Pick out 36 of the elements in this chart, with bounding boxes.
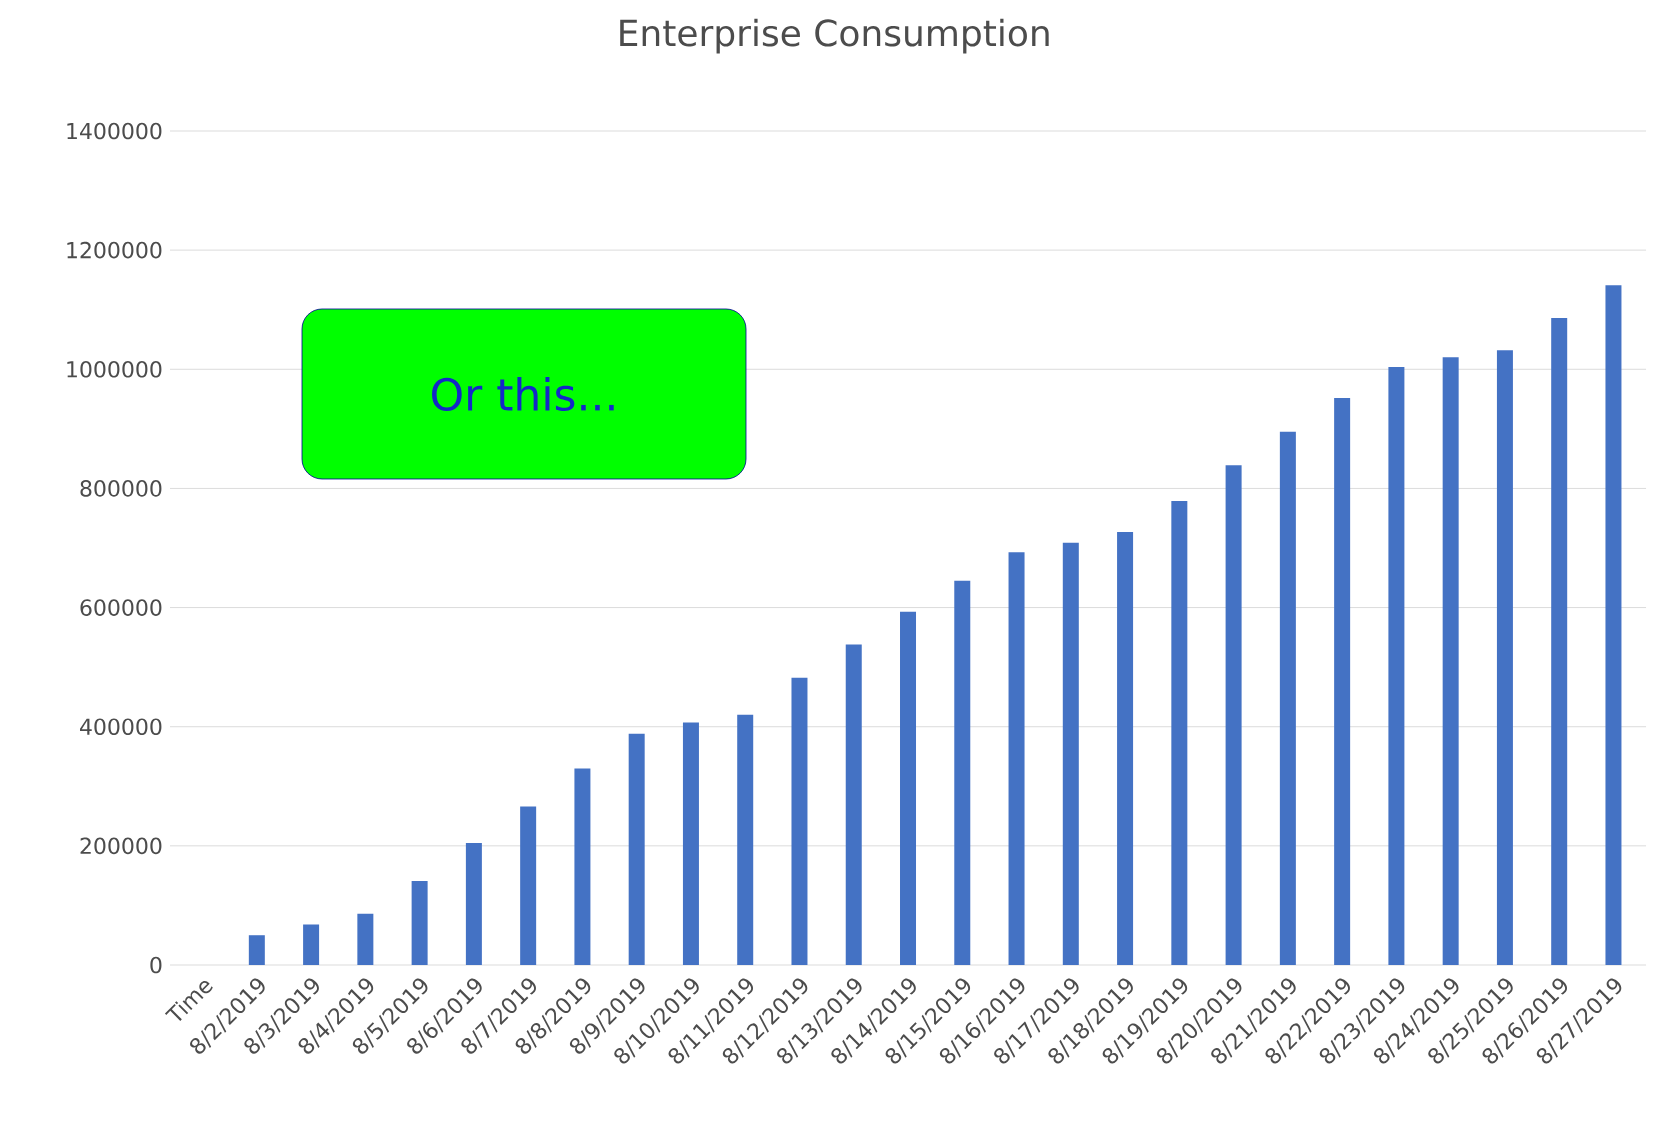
bar: [954, 580, 971, 965]
bar: [682, 722, 699, 965]
y-tick-label: 1200000: [67, 241, 162, 259]
chart-title: Enterprise Consumption: [620, 18, 1049, 54]
bar: [465, 842, 482, 965]
bar: [845, 644, 862, 965]
y-tick-label: 800000: [80, 480, 162, 497]
bar: [1334, 397, 1351, 965]
bar: [1008, 552, 1025, 965]
bar: [1442, 357, 1459, 965]
bar: [357, 913, 374, 965]
bar: [737, 714, 754, 965]
bar: [1062, 542, 1079, 965]
bar: [1605, 285, 1622, 965]
y-tick-label: 600000: [80, 599, 162, 616]
y-tick-label: 1000000: [67, 360, 162, 378]
bar: [574, 768, 591, 965]
y-tick-label: 0: [150, 956, 162, 974]
bar: [520, 806, 537, 965]
annotation: Or this...: [432, 376, 614, 412]
y-tick-label: 400000: [80, 718, 162, 736]
bar: [411, 881, 428, 965]
bar: [1551, 318, 1568, 965]
bar: [303, 924, 320, 965]
bar: [791, 677, 808, 965]
bar: [1496, 350, 1513, 965]
bar: [900, 611, 917, 965]
bar: [1225, 465, 1242, 965]
bar: [628, 733, 645, 965]
y-tick-label: 1400000: [67, 122, 162, 140]
bar: [1388, 366, 1405, 965]
bar: [1171, 500, 1188, 965]
bar: [1117, 531, 1134, 965]
bar: [248, 935, 265, 965]
y-tick-label: 200000: [80, 837, 162, 855]
bar: [1279, 431, 1296, 965]
